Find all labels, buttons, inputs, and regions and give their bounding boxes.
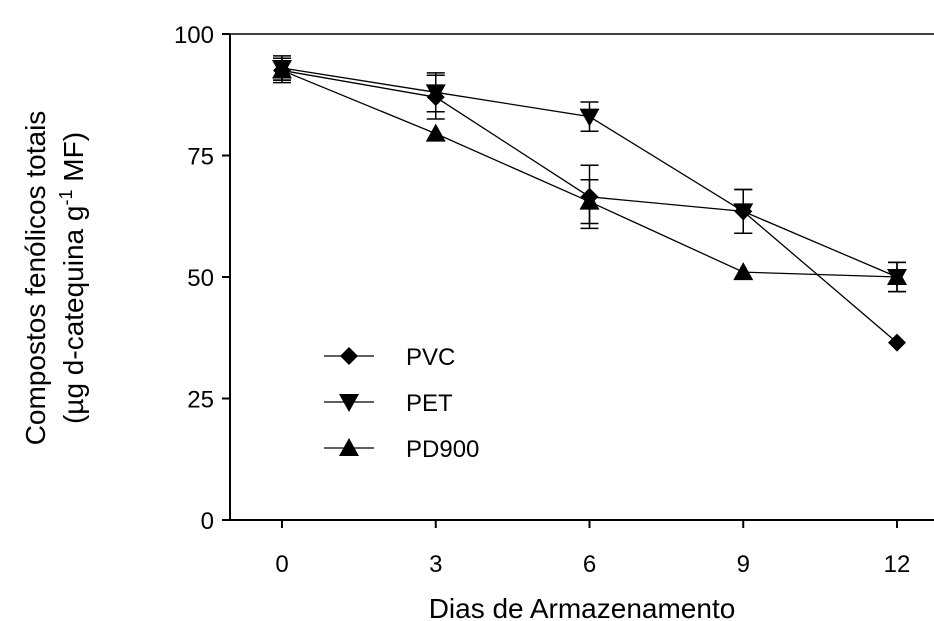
x-tick-label: 9 [737,551,750,578]
legend-label: PET [406,390,453,417]
y-tick-label: 50 [187,265,214,292]
legend-marker [340,347,358,365]
y-tick-label: 75 [187,144,214,171]
ticks: 0 25 50 75 100 0 3 6 9 12 [174,22,910,578]
data-point-marker [579,108,600,127]
x-tick-label: 12 [884,551,911,578]
y-axis-title: Compostos fenólicos totais (µg d-catequi… [20,111,89,446]
data-point-marker [579,191,600,210]
x-axis-title: Dias de Armazenamento [429,593,736,621]
y-axis-title-line2-pre: (µg d-catequina g [58,206,89,425]
legend-label: PD900 [406,436,479,463]
legend-item-pvc: PVC [324,344,455,371]
y-axis-title-superscript: -1 [56,190,76,206]
x-tick-label: 6 [583,551,596,578]
series-layer [272,55,907,352]
y-tick-label: 0 [201,508,214,535]
legend-marker [339,438,359,456]
axes [229,33,934,521]
x-tick-label: 0 [275,551,288,578]
x-tick-label: 3 [429,551,442,578]
data-point-marker [272,60,292,79]
series-pd900 [272,57,907,293]
y-tick-label: 25 [187,387,214,414]
data-point-marker [425,123,446,142]
data-point-marker [888,333,906,352]
y-tick-label: 100 [174,22,214,49]
legend-label: PVC [406,344,455,371]
legend: PVC PET PD900 [324,344,479,463]
legend-item-pet: PET [324,390,453,417]
legend-item-pd900: PD900 [324,436,479,463]
data-point-marker [425,84,446,103]
y-axis-title-line2-post: MF) [58,132,89,190]
legend-marker [339,394,359,412]
data-point-marker [887,267,907,285]
data-point-marker [733,203,754,222]
y-axis-title-line1: Compostos fenólicos totais [20,111,51,446]
data-point-marker [733,262,754,281]
y-axis-title-line2: (µg d-catequina g-1 MF) [56,132,89,424]
